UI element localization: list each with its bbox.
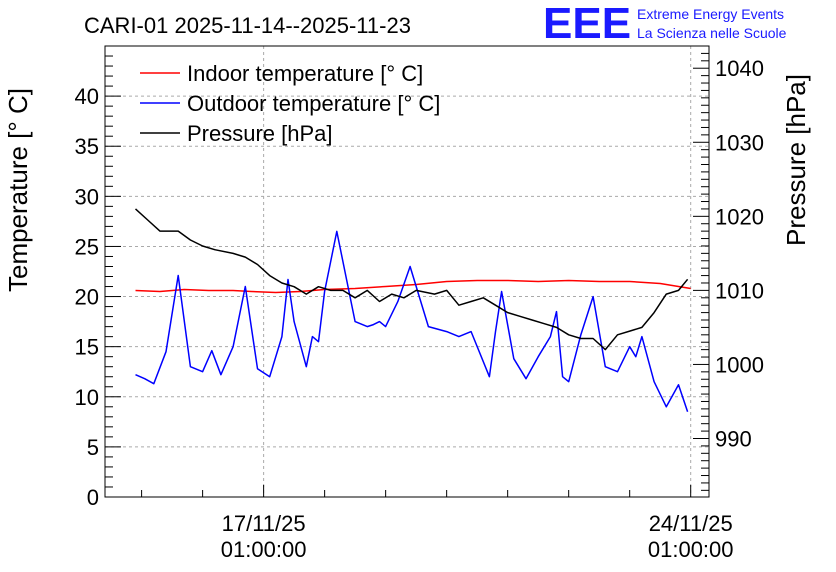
series-line-0: [135, 279, 691, 294]
right-tick-label: 1030: [715, 130, 764, 155]
left-tick-label: 35: [75, 134, 99, 159]
right-axis: 990 1000 1010 1020 1030 1040: [693, 45, 764, 491]
y-axis-left-label: Temperature [° C]: [3, 88, 33, 292]
legend-label: Indoor temperature [° C]: [187, 61, 423, 86]
left-tick-label: 25: [75, 234, 99, 259]
right-tick-label: 1020: [715, 204, 764, 229]
left-tick-label: 5: [87, 435, 99, 460]
left-tick-label: 30: [75, 184, 99, 209]
series-line-1: [135, 230, 689, 413]
logo-eee: EEE: [543, 0, 631, 48]
plot-frame: [104, 45, 710, 498]
left-tick-label: 40: [75, 84, 99, 109]
x-tick-label-time: 01:00:00: [221, 537, 307, 562]
x-tick-label-date: 17/11/25: [222, 511, 306, 536]
logo-line-2: La Scienza nelle Scuole: [637, 25, 787, 41]
right-tick-label: 1000: [715, 352, 764, 377]
series-layer: [134, 208, 691, 413]
eee-logo: EEE Extreme Energy Events La Scienza nel…: [543, 0, 787, 48]
legend-label: Outdoor temperature [° C]: [187, 91, 440, 116]
legend: Indoor temperature [° C] Outdoor temperat…: [140, 61, 440, 146]
x-tick-label-date: 24/11/25: [649, 511, 733, 536]
y-axis-right-label: Pressure [hPa]: [781, 74, 811, 246]
logo-line-1: Extreme Energy Events: [637, 6, 784, 22]
left-tick-label: 0: [87, 485, 99, 510]
left-tick-label: 15: [75, 335, 99, 360]
chart-title: CARI-01 2025-11-14--2025-11-23: [84, 13, 411, 38]
series-line-2: [134, 208, 689, 351]
left-tick-label: 10: [75, 385, 99, 410]
right-tick-label: 1010: [715, 278, 764, 303]
left-tick-label: 20: [75, 285, 99, 310]
legend-label: Pressure [hPa]: [187, 121, 333, 146]
right-tick-label: 990: [715, 426, 752, 451]
right-tick-label: 1040: [715, 56, 764, 81]
left-axis: 0 5 10 15 20 25 30 35 40: [75, 45, 121, 510]
x-tick-label-time: 01:00:00: [648, 537, 734, 562]
